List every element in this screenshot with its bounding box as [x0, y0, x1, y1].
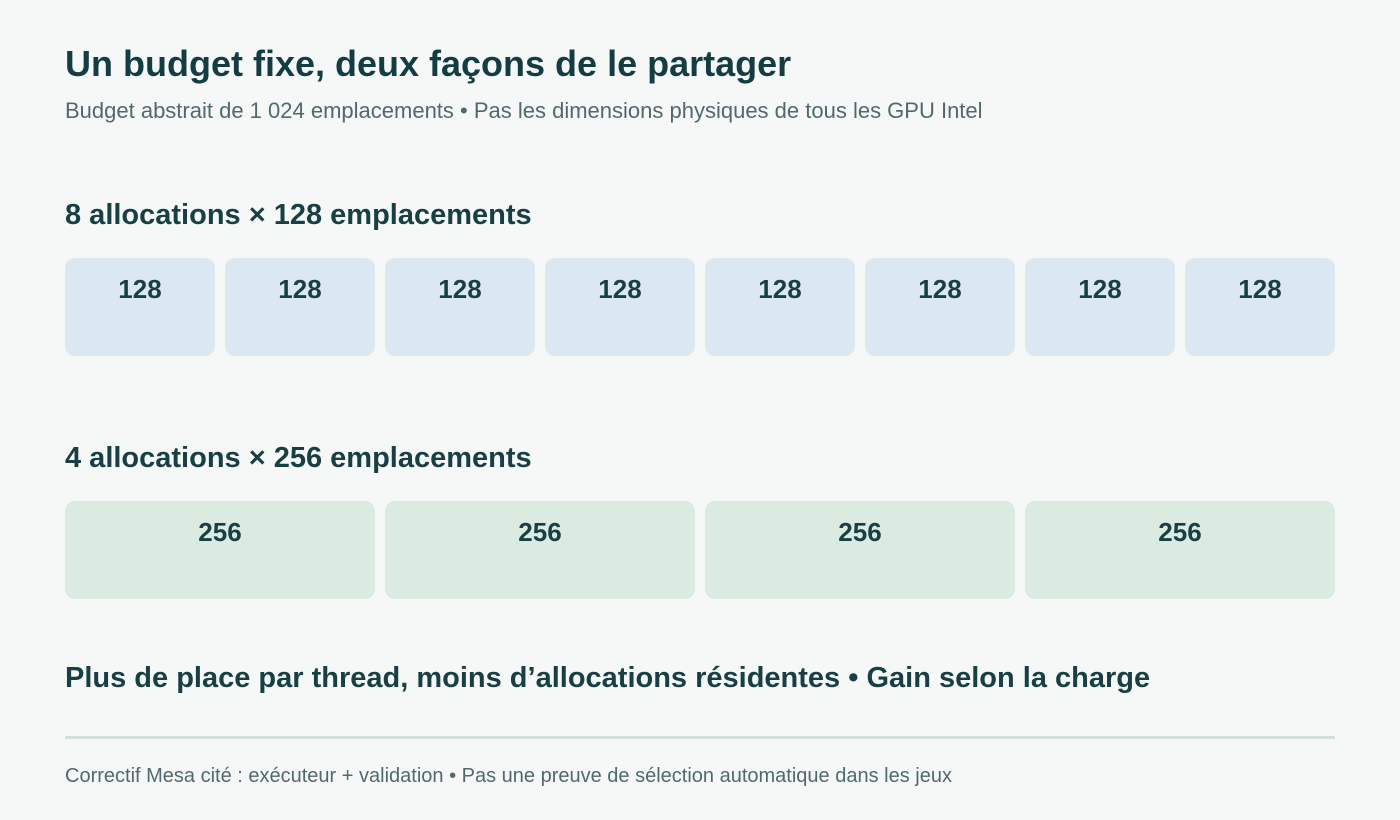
- section-heading-128: 8 allocations × 128 emplacements: [65, 199, 532, 231]
- allocation-row-256: 256 256 256 256: [65, 501, 1335, 599]
- allocation-block-128: 128: [385, 258, 535, 356]
- allocation-block-256: 256: [65, 501, 375, 599]
- allocation-block-128: 128: [545, 258, 695, 356]
- allocation-row-128: 128 128 128 128 128 128 128 128: [65, 258, 1335, 356]
- allocation-block-128: 128: [865, 258, 1015, 356]
- allocation-block-128: 128: [65, 258, 215, 356]
- allocation-block-128: 128: [705, 258, 855, 356]
- allocation-block-128: 128: [225, 258, 375, 356]
- allocation-block-128: 128: [1025, 258, 1175, 356]
- page-subtitle: Budget abstrait de 1 024 emplacements • …: [65, 98, 983, 123]
- takeaway-text: Plus de place par thread, moins d’alloca…: [65, 662, 1151, 694]
- page-title: Un budget fixe, deux façons de le partag…: [65, 43, 792, 84]
- footnote-text: Correctif Mesa cité : exécuteur + valida…: [65, 765, 952, 787]
- allocation-block-256: 256: [385, 501, 695, 599]
- section-heading-256: 4 allocations × 256 emplacements: [65, 442, 532, 474]
- allocation-block-256: 256: [705, 501, 1015, 599]
- allocation-block-128: 128: [1185, 258, 1335, 356]
- footer-divider: [65, 736, 1335, 739]
- allocation-block-256: 256: [1025, 501, 1335, 599]
